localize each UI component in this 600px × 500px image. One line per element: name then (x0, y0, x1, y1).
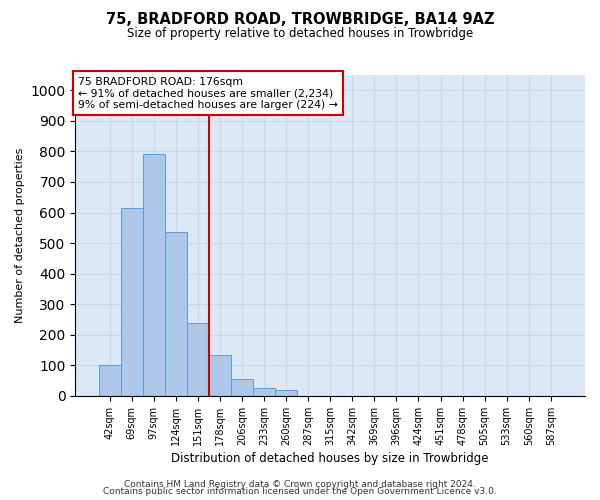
Text: Size of property relative to detached houses in Trowbridge: Size of property relative to detached ho… (127, 28, 473, 40)
Bar (121, 208, 143, 396)
Bar (143, 154, 165, 396)
X-axis label: Distribution of detached houses by size in Trowbridge: Distribution of detached houses by size … (172, 452, 489, 465)
Bar (209, 354, 231, 396)
Bar (187, 322, 209, 396)
Text: 75, BRADFORD ROAD, TROWBRIDGE, BA14 9AZ: 75, BRADFORD ROAD, TROWBRIDGE, BA14 9AZ (106, 12, 494, 28)
Bar (275, 390, 297, 396)
Bar (98, 366, 121, 396)
Bar (253, 388, 275, 396)
Bar (165, 232, 187, 396)
Text: 75 BRADFORD ROAD: 176sqm
← 91% of detached houses are smaller (2,234)
9% of semi: 75 BRADFORD ROAD: 176sqm ← 91% of detach… (78, 76, 338, 110)
Y-axis label: Number of detached properties: Number of detached properties (15, 148, 25, 323)
Text: Contains public sector information licensed under the Open Government Licence v3: Contains public sector information licen… (103, 487, 497, 496)
Text: Contains HM Land Registry data © Crown copyright and database right 2024.: Contains HM Land Registry data © Crown c… (124, 480, 476, 489)
Bar (231, 379, 253, 396)
